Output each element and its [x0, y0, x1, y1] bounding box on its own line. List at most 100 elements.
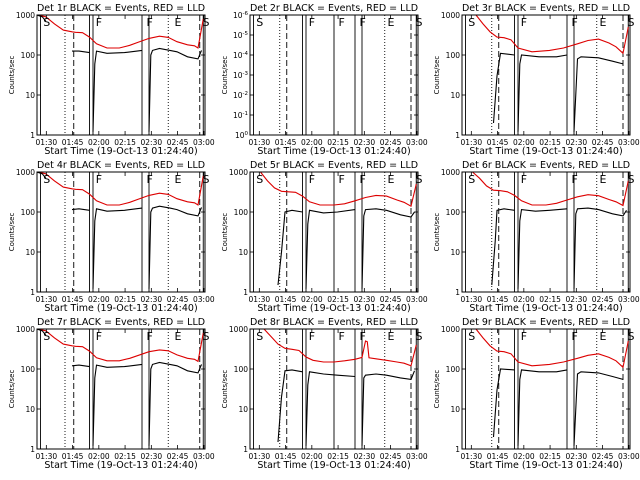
event-marker: S	[468, 330, 475, 343]
series-line-lld	[37, 329, 204, 363]
y-axis-label: Counts/sec	[8, 370, 16, 409]
chart-title: Det 7r BLACK = Events, RED = LLD	[37, 317, 205, 328]
x-tick-label: 02:15	[327, 452, 349, 461]
plot-frame	[36, 171, 206, 293]
event-marker: S	[203, 330, 210, 343]
y-axis-label: Counts/sec	[8, 56, 16, 95]
y-tick-label: 1	[243, 288, 248, 297]
series-line-lld	[475, 15, 629, 55]
x-tick-label: 02:00	[513, 138, 535, 147]
series-line-lld	[260, 172, 417, 208]
series-line-lld	[37, 15, 204, 49]
y-axis-label: Counts/sec	[221, 56, 229, 95]
chart-panel: Det 9r BLACK = Events, RED = LLD S F F E S 01:…	[433, 317, 640, 471]
series-line-events	[92, 363, 143, 446]
x-tick-label: 02:00	[88, 295, 110, 304]
series-line-events	[148, 205, 203, 289]
series-line-events	[573, 56, 624, 132]
y-tick-label: 1000	[16, 168, 35, 177]
series-line-lld	[475, 329, 629, 369]
y-tick-label: 1000	[16, 11, 35, 20]
y-tick-label: 10	[450, 248, 460, 257]
y-tick-label: 10	[450, 405, 460, 414]
series-group	[37, 172, 204, 289]
y-axis-label: Counts/sec	[221, 213, 229, 252]
event-marker: S	[628, 16, 635, 29]
event-marker: S	[416, 330, 423, 343]
chart-panel: Det 1r BLACK = Events, RED = LLD S F F E S 01:…	[8, 3, 215, 157]
x-tick-label: 02:00	[513, 452, 535, 461]
event-marker: F	[147, 16, 153, 29]
plot-frame	[36, 14, 206, 136]
series-line-events	[92, 207, 143, 289]
y-tick-label: 1000	[16, 325, 35, 334]
series-line-events	[491, 208, 515, 286]
x-tick-label: 03:00	[618, 452, 640, 461]
x-tick-label: 01:30	[249, 138, 271, 147]
x-tick-label: 01:45	[275, 138, 297, 147]
series-line-events	[71, 364, 90, 368]
event-marker: F	[360, 173, 366, 186]
plot-frame	[461, 171, 631, 293]
x-axis-label: Start Time (19-Oct-13 01:24:40)	[469, 303, 622, 314]
x-tick-label: 02:30	[566, 138, 588, 147]
y-tick-label: 100	[21, 365, 36, 374]
x-tick-label: 01:30	[249, 452, 271, 461]
series-line-events	[517, 208, 568, 289]
y-axis-label: Counts/sec	[433, 370, 441, 409]
x-tick-label: 03:00	[193, 295, 215, 304]
x-tick-label: 01:45	[275, 295, 297, 304]
y-tick-label: 10-6	[233, 11, 249, 20]
series-line-events	[37, 172, 47, 179]
series-line-events	[361, 208, 415, 289]
y-tick-label: 10-1	[233, 111, 248, 120]
x-tick-label: 02:45	[592, 138, 614, 147]
event-marker: S	[256, 173, 263, 186]
series-line-events	[37, 329, 47, 336]
x-tick-label: 01:30	[249, 295, 271, 304]
x-axis-label: Start Time (19-Oct-13 01:24:40)	[257, 303, 410, 314]
y-tick-label: 10-3	[233, 71, 249, 80]
x-tick-label: 02:00	[301, 138, 323, 147]
x-tick-label: 03:00	[618, 138, 640, 147]
x-tick-label: 02:30	[354, 295, 376, 304]
series-group	[475, 15, 629, 132]
event-marker: F	[521, 330, 527, 343]
event-marker: E	[388, 173, 395, 186]
plot-frame	[461, 14, 631, 136]
x-tick-label: 02:45	[167, 138, 189, 147]
event-marker: S	[256, 16, 263, 29]
series-group	[260, 172, 417, 289]
y-tick-label: 1	[243, 445, 248, 454]
chart-title: Det 4r BLACK = Events, RED = LLD	[37, 160, 205, 171]
event-marker: F	[309, 173, 315, 186]
x-tick-label: 02:30	[354, 452, 376, 461]
y-axis-label: Counts/sec	[433, 213, 441, 252]
x-tick-label: 01:30	[461, 138, 483, 147]
plot-frame	[249, 171, 419, 293]
chart-panel: Det 5r BLACK = Events, RED = LLD S F F F E S 01…	[221, 160, 428, 314]
chart-title: Det 8r BLACK = Events, RED = LLD	[250, 317, 418, 328]
event-marker: F	[521, 173, 527, 186]
y-tick-label: 1000	[441, 325, 460, 334]
y-tick-label: 1	[30, 131, 35, 140]
event-marker: F	[339, 16, 345, 29]
event-marker: F	[360, 16, 366, 29]
event-marker: S	[416, 173, 423, 186]
event-marker: S	[468, 16, 475, 29]
y-axis-label: Counts/sec	[433, 56, 441, 95]
series-line-events	[573, 371, 624, 446]
y-tick-label: 1	[30, 445, 35, 454]
series-line-events	[72, 50, 90, 54]
y-tick-label: 10-5	[233, 31, 249, 40]
event-marker: S	[43, 173, 50, 186]
x-tick-label: 03:00	[406, 295, 428, 304]
x-tick-label: 02:45	[380, 138, 402, 147]
x-tick-label: 02:45	[592, 295, 614, 304]
x-tick-label: 01:45	[62, 138, 84, 147]
x-tick-label: 02:30	[566, 295, 588, 304]
series-group	[37, 329, 204, 446]
x-tick-label: 01:30	[36, 138, 58, 147]
plot-frame	[36, 328, 206, 450]
